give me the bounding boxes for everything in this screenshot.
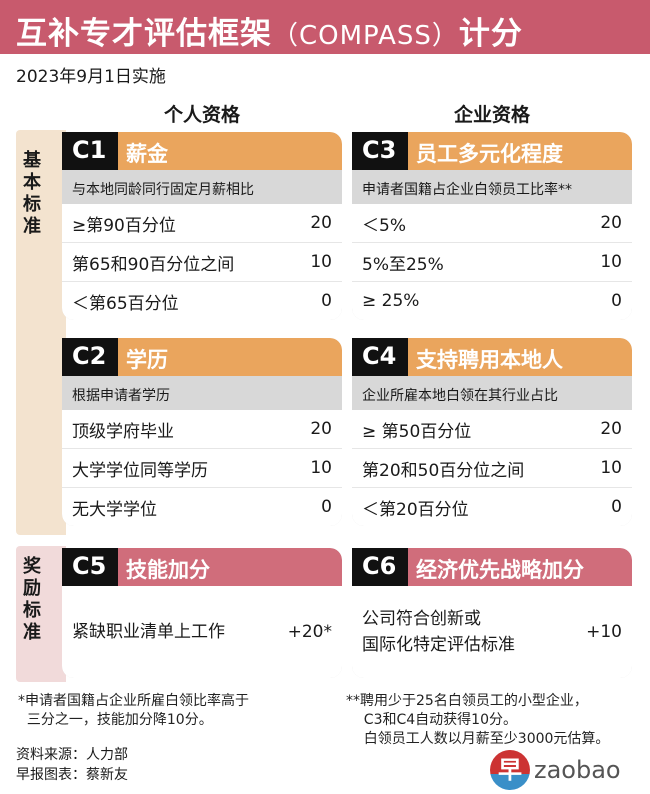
row-label: ≥第90百分位 <box>72 215 176 236</box>
row-score: +20* <box>287 622 332 642</box>
bonus-card-c5: C5 技能加分紧缺职业清单上工作 +20* <box>62 548 342 678</box>
card-header: C1 薪金 <box>62 132 342 170</box>
score-row: 第20和50百分位之间 10 <box>352 449 632 487</box>
criterion-card-c4: C4 支持聘用本地人企业所雇本地白领在其行业占比 ≥ 第50百分位 20 第20和50百… <box>352 338 632 526</box>
row-label: 顶级学府毕业 <box>72 421 174 442</box>
source-line: 资料来源：人力部 <box>16 747 128 763</box>
logo-mark: 早 <box>490 750 530 790</box>
row-label: 大学学位同等学历 <box>72 460 208 481</box>
criterion-name: 学历 <box>126 348 168 372</box>
row-label: 第65和90百分位之间 <box>72 254 235 275</box>
bonus-band <box>16 546 66 682</box>
criterion-card-c3: C3 员工多元化程度申请者国籍占企业白领员工比率** ＜5% 20 5%至25% 10 ≥ … <box>352 132 632 320</box>
row-score: 10 <box>600 252 622 272</box>
criterion-code: C2 <box>62 338 118 376</box>
score-row: ≥第90百分位 20 <box>62 204 342 242</box>
row-score: 20 <box>600 419 622 439</box>
row-score: 20 <box>600 213 622 233</box>
score-row: 无大学学位 0 <box>62 488 342 526</box>
row-label: ＜第65百分位 <box>72 293 179 314</box>
row-label: 无大学学位 <box>72 499 157 520</box>
row-label: ≥ 25% <box>362 291 420 311</box>
footnote-right: **聘用少于25名白领员工的小型企业， C3和C4自动获得10分。 白领员工人数… <box>346 693 610 747</box>
card-header: C5 技能加分 <box>62 548 342 586</box>
bonus-band-label: 奖励标准 <box>23 556 41 643</box>
row-label: 5%至25% <box>362 254 444 275</box>
row-label: 紧缺职业清单上工作 <box>72 622 225 642</box>
row-label: ＜第20百分位 <box>362 499 469 520</box>
row-label: ＜5% <box>362 215 406 236</box>
row-label: 公司符合创新或 国际化特定评估标准 <box>362 609 515 655</box>
page-title: 互补专才评估框架（COMPASS）计分 <box>0 0 650 54</box>
criterion-card-c2: C2 学历根据申请者学历顶级学府毕业 20 大学学位同等学历 10 无大学学位 0 <box>62 338 342 526</box>
row-score: 0 <box>611 291 622 311</box>
effective-date: 2023年9月1日实施 <box>16 67 166 87</box>
row-score: 0 <box>611 497 622 517</box>
criterion-basis: 申请者国籍占企业白领员工比率** <box>352 170 632 204</box>
score-row: ＜第20百分位 0 <box>352 488 632 526</box>
criterion-code: C1 <box>62 132 118 170</box>
row-score: 10 <box>310 458 332 478</box>
card-header: C3 员工多元化程度 <box>352 132 632 170</box>
footnote-left: *申请者国籍占企业所雇白领比率高于 三分之一，技能加分降10分。 <box>18 693 249 728</box>
basic-band <box>16 130 66 535</box>
bonus-row: 公司符合创新或 国际化特定评估标准 +10 <box>352 586 632 678</box>
criterion-code: C3 <box>352 132 408 170</box>
criterion-name: 支持聘用本地人 <box>416 348 563 372</box>
score-row: ＜第65百分位 0 <box>62 282 342 320</box>
basic-band-label: 基本标准 <box>23 150 41 237</box>
card-header: C2 学历 <box>62 338 342 376</box>
title-en: （COMPASS） <box>272 21 459 51</box>
score-row: 第65和90百分位之间 10 <box>62 243 342 281</box>
row-score: 10 <box>310 252 332 272</box>
criterion-name: 技能加分 <box>126 558 210 582</box>
criterion-card-c1: C1 薪金与本地同龄同行固定月薪相比 ≥第90百分位 20 第65和90百分位之间 10 ＜… <box>62 132 342 320</box>
row-label: 第20和50百分位之间 <box>362 460 525 481</box>
row-score: 0 <box>321 291 332 311</box>
criterion-code: C6 <box>352 548 408 586</box>
criterion-code: C5 <box>62 548 118 586</box>
card-header: C6 经济优先战略加分 <box>352 548 632 586</box>
title-tail: 计分 <box>458 16 523 52</box>
row-score: 10 <box>600 458 622 478</box>
row-score: 0 <box>321 497 332 517</box>
score-row: 5%至25% 10 <box>352 243 632 281</box>
score-row: ≥ 第50百分位 20 <box>352 410 632 448</box>
criterion-basis: 根据申请者学历 <box>62 376 342 410</box>
criterion-name: 员工多元化程度 <box>416 142 563 166</box>
column-company: 企业资格 <box>453 104 530 126</box>
score-row: 顶级学府毕业 20 <box>62 410 342 448</box>
row-label: ≥ 第50百分位 <box>362 421 472 442</box>
row-score: 20 <box>310 213 332 233</box>
column-personal: 个人资格 <box>163 104 240 126</box>
graphic-credit: 早报图表：蔡新友 <box>16 767 128 783</box>
criterion-basis: 企业所雇本地白领在其行业占比 <box>352 376 632 410</box>
source: 资料来源：人力部 早报图表：蔡新友 <box>16 745 128 785</box>
criterion-code: C4 <box>352 338 408 376</box>
score-row: 大学学位同等学历 10 <box>62 449 342 487</box>
zaobao-logo: 早 zaobao <box>490 750 621 790</box>
logo-text: zaobao <box>534 756 621 784</box>
row-score: 20 <box>310 419 332 439</box>
criterion-basis: 与本地同龄同行固定月薪相比 <box>62 170 342 204</box>
score-row: ＜5% 20 <box>352 204 632 242</box>
card-header: C4 支持聘用本地人 <box>352 338 632 376</box>
bonus-row: 紧缺职业清单上工作 +20* <box>62 586 342 678</box>
title-main: 互补专才评估框架 <box>16 16 272 52</box>
bonus-card-c6: C6 经济优先战略加分公司符合创新或 国际化特定评估标准 +10 <box>352 548 632 678</box>
score-row: ≥ 25% 0 <box>352 282 632 320</box>
criterion-name: 经济优先战略加分 <box>416 558 584 582</box>
criterion-name: 薪金 <box>126 142 168 166</box>
row-score: +10 <box>586 622 622 642</box>
